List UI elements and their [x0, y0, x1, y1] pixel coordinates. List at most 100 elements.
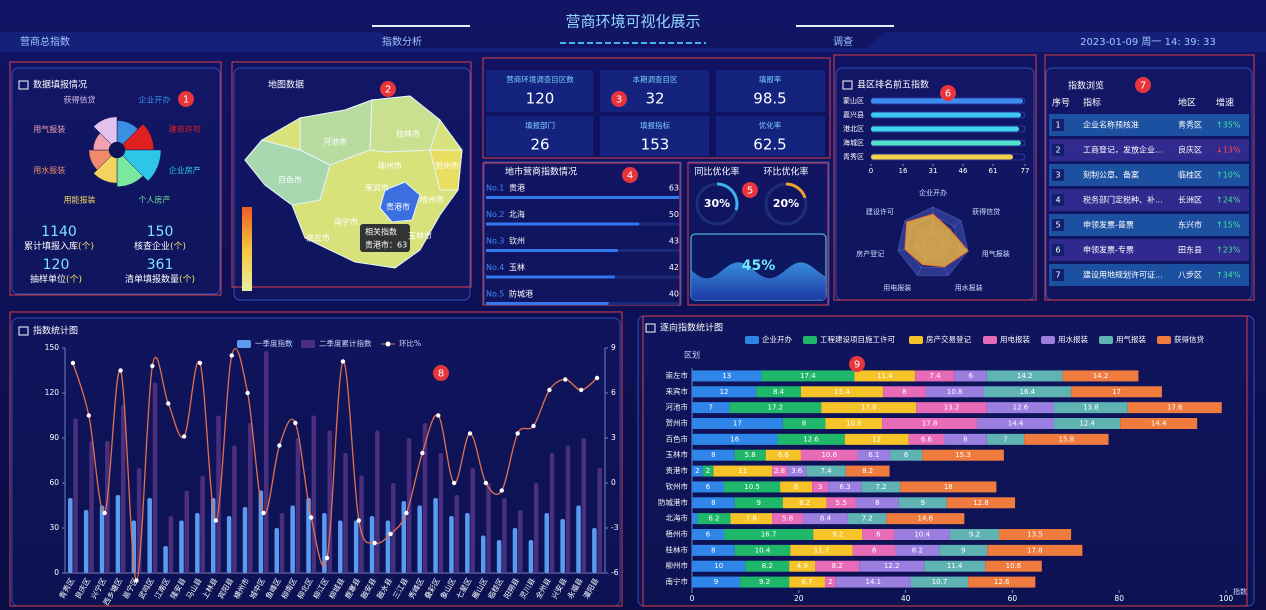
bar-segment — [713, 465, 773, 477]
line-point — [499, 488, 504, 493]
table-cell: 刻制公章、备案 — [1083, 170, 1139, 180]
segment-label: 17.4 — [800, 372, 816, 380]
bar-label: 港北区 — [843, 124, 864, 133]
bar-segment — [946, 497, 1016, 509]
bar-segment — [734, 497, 783, 509]
table-cell: 税务部门定税种、补... — [1083, 195, 1163, 205]
bar — [502, 498, 507, 573]
segment-label: 7.8 — [746, 515, 757, 523]
stat-label: 核查企业 — [134, 240, 170, 252]
y-tick-label: 90 — [49, 433, 59, 442]
gauge-label: 30% — [704, 197, 730, 210]
bar — [99, 505, 105, 573]
rank-bar — [486, 196, 679, 199]
segment-label: 14.6 — [918, 515, 934, 523]
segment-label: 8 — [802, 420, 806, 428]
x-tick-label: 100 — [1219, 594, 1234, 603]
legend-label: 用气报装 — [1116, 334, 1146, 344]
bar-segment — [692, 560, 746, 572]
rose-label: 用水报装 — [33, 165, 65, 175]
segment-label: 8.4 — [820, 515, 832, 523]
table-cell: 申领发票-专票 — [1083, 245, 1134, 255]
line-point — [213, 518, 219, 523]
line-point — [166, 401, 171, 406]
marker-label: 1 — [183, 95, 189, 106]
segment-label: 7.2 — [875, 483, 886, 491]
bar — [359, 475, 364, 573]
bar-label: 青秀区 — [843, 152, 864, 161]
legend-swatch — [1041, 336, 1055, 344]
bar — [311, 415, 317, 573]
bar — [258, 490, 264, 573]
bar-segment — [826, 497, 856, 509]
bar-segment — [692, 449, 735, 461]
bar-segment — [824, 576, 836, 588]
segment-label: 6 — [794, 483, 799, 491]
bar — [576, 505, 581, 573]
page-title: 营商环境可视化展示 — [565, 13, 700, 31]
bar — [518, 510, 523, 573]
y-tick-label: 崇左市 — [666, 370, 689, 380]
segment-label: 8 — [872, 546, 876, 554]
bar — [68, 498, 73, 573]
stat-value: 62.5 — [753, 136, 786, 154]
bar — [871, 126, 1019, 132]
bar — [200, 475, 205, 573]
title-icon — [18, 326, 29, 336]
segment-label: 8.2 — [832, 562, 843, 570]
stat-label: 优化率 — [759, 120, 782, 130]
nav-item[interactable]: 营商总指数 — [20, 35, 70, 48]
line-point — [483, 480, 489, 486]
segment-label: 5.5 — [836, 499, 847, 507]
radar-label: 用气报装 — [982, 249, 1010, 258]
bar-segment — [844, 433, 909, 445]
table-cell: 东兴市 — [1178, 220, 1202, 230]
annotation-box — [642, 315, 1248, 607]
line-point — [261, 510, 266, 516]
y-tick-label: 30 — [49, 523, 59, 532]
bar — [136, 468, 142, 573]
map-region — [429, 149, 463, 191]
table-cell: 长洲区 — [1178, 195, 1202, 205]
legend-swatch — [1157, 336, 1171, 344]
row-badge — [1052, 119, 1064, 131]
segment-label: 3 — [818, 483, 822, 491]
bar — [871, 98, 1023, 104]
bar-segment — [977, 418, 1055, 429]
bar-segment — [986, 433, 1025, 445]
y-tick-label: 玉林市 — [666, 449, 689, 459]
bar — [279, 513, 285, 573]
bar-segment — [812, 481, 829, 493]
segment-label: 10.6 — [821, 451, 837, 459]
bar-segment — [782, 497, 827, 509]
bar-segment — [1127, 402, 1222, 414]
rank-label: No.3 — [486, 237, 504, 246]
line-point — [594, 375, 600, 381]
line-point — [245, 390, 250, 396]
bar-segment — [821, 402, 917, 414]
nav-item[interactable]: 指数分析 — [382, 35, 422, 48]
bar-segment — [861, 481, 901, 493]
y-tick-label: 桂林市 — [666, 544, 689, 554]
legend-label: 环比% — [399, 338, 421, 348]
bar-segment — [756, 386, 801, 398]
bar — [338, 520, 343, 573]
table-cell: 工商登记，发放企业... — [1083, 145, 1163, 155]
city-label: 崇左市 — [306, 233, 330, 243]
segment-label: 6 — [706, 483, 711, 491]
y-tick-label: 贵港市 — [666, 465, 689, 475]
rank-bar — [486, 275, 615, 279]
city-label: 来宾市 — [365, 183, 389, 193]
line-point — [340, 359, 346, 364]
segment-label: 7.2 — [862, 515, 873, 523]
x-tick-label: 0 — [690, 594, 695, 603]
nav-strip — [0, 32, 1266, 52]
segment-label: 6.6 — [778, 451, 790, 459]
nav-item[interactable]: 调查 — [833, 35, 853, 48]
datetime: 2023-01-09 周一 14: 39: 33 — [1080, 36, 1216, 48]
bar-segment — [745, 560, 790, 572]
chart-title: 指数统计图 — [33, 325, 78, 337]
segment-label: 15.8 — [1059, 435, 1075, 443]
bar-segment — [772, 465, 788, 477]
bar-segment — [800, 449, 858, 461]
